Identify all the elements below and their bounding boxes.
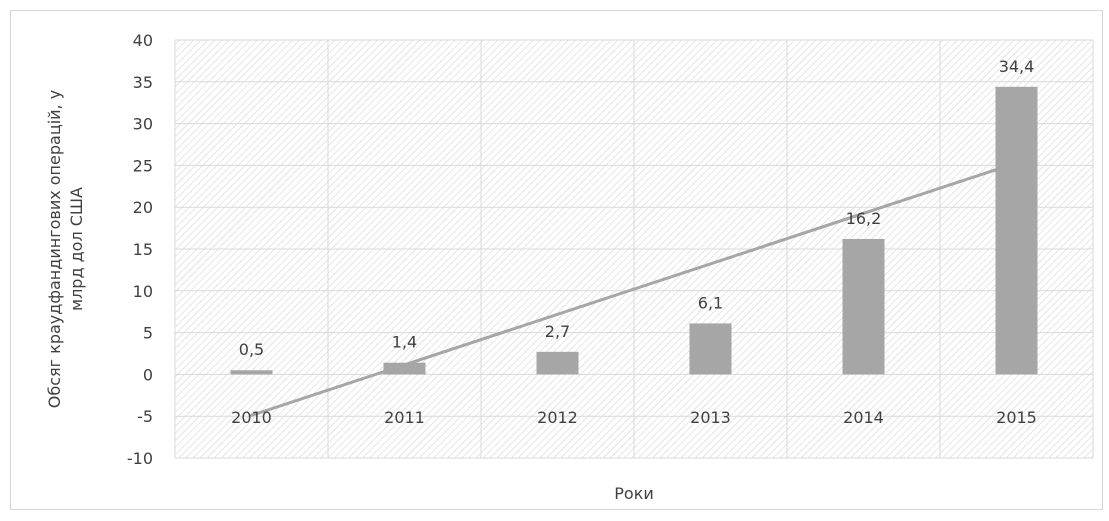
bar-data-label: 16,2 xyxy=(846,209,882,228)
y-axis-title-line: млрд дол США xyxy=(67,187,86,311)
bar xyxy=(689,323,732,375)
x-tick-label: 2010 xyxy=(231,408,272,427)
x-tick-label: 2011 xyxy=(384,408,425,427)
y-tick-label: -10 xyxy=(127,449,153,468)
y-tick-label: 35 xyxy=(133,73,153,92)
y-tick-label: -5 xyxy=(137,407,153,426)
data-labels: 0,5 1,4 2,7 6,1 16,2 34,4 xyxy=(239,57,1035,359)
bar-data-label: 0,5 xyxy=(239,340,264,359)
linear-trendline xyxy=(250,161,1018,417)
bar-data-label: 2,7 xyxy=(545,322,570,341)
bar-data-label: 6,1 xyxy=(698,293,723,312)
bar xyxy=(995,86,1038,375)
y-tick-label: 40 xyxy=(133,31,153,50)
bar xyxy=(842,238,885,375)
gridlines xyxy=(174,39,1094,459)
chart-border xyxy=(10,10,1103,510)
y-tick-label: 30 xyxy=(133,115,153,134)
bars xyxy=(230,86,1038,375)
bar xyxy=(383,362,426,375)
y-axis-title: Обсяг краудфандингових операцій, у млрд д… xyxy=(45,90,86,408)
bar-data-label: 1,4 xyxy=(392,333,417,352)
x-tick-label: 2013 xyxy=(690,408,731,427)
y-axis-ticks: -10 -5 0 5 10 15 20 25 30 35 40 xyxy=(127,31,153,468)
x-tick-label: 2012 xyxy=(537,408,578,427)
y-tick-label: 25 xyxy=(133,156,153,175)
x-axis-ticks: 2010 2011 2012 2013 2014 2015 xyxy=(231,408,1037,427)
trendline-layer xyxy=(250,161,1018,417)
bar xyxy=(230,370,273,375)
bar xyxy=(536,351,579,375)
x-axis-title: Роки xyxy=(614,484,654,503)
y-tick-label: 5 xyxy=(143,324,153,343)
y-tick-label: 0 xyxy=(143,365,153,384)
x-tick-label: 2014 xyxy=(843,408,884,427)
bar-data-label: 34,4 xyxy=(999,57,1035,76)
x-tick-label: 2015 xyxy=(996,408,1037,427)
y-tick-label: 20 xyxy=(133,198,153,217)
y-tick-label: 10 xyxy=(133,282,153,301)
y-tick-label: 15 xyxy=(133,240,153,259)
y-axis-title-line: Обсяг краудфандингових операцій, у xyxy=(45,90,64,408)
